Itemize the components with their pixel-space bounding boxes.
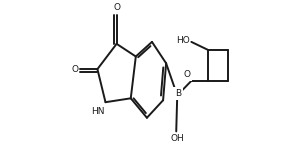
Text: O: O: [113, 3, 120, 12]
Text: B: B: [175, 89, 181, 98]
Text: HO: HO: [176, 36, 190, 45]
Text: O: O: [71, 65, 78, 74]
Text: O: O: [184, 70, 191, 79]
Text: HN: HN: [91, 107, 105, 116]
Text: OH: OH: [170, 135, 184, 144]
